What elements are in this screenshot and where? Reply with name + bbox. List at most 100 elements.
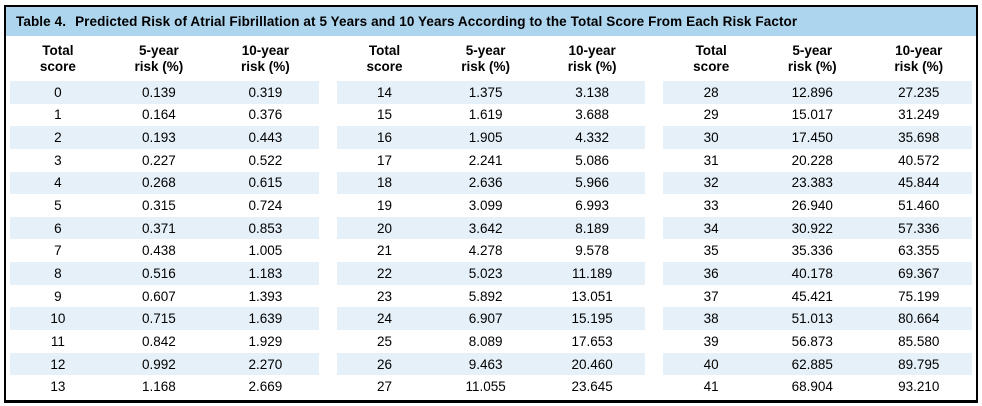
total-score-cell: 8	[54, 265, 62, 281]
total-score-cell: 4	[54, 175, 62, 191]
total-score-cell: 36	[703, 265, 719, 281]
risk-10yr-cell: 57.336	[898, 220, 940, 236]
total-score-cell: 15	[377, 107, 393, 123]
total-score-cell: 37	[703, 288, 719, 304]
risk-5yr-cell: 1.905	[468, 130, 503, 146]
total-score-cell: 10	[50, 311, 66, 327]
risk-10yr-cell: 0.319	[248, 84, 283, 100]
risk-10yr-cell: 0.443	[248, 130, 283, 146]
risk-table-group-2: Total score 5-year risk (%) 10-year risk…	[336, 36, 646, 398]
risk-10yr-cell: 1.183	[248, 265, 283, 281]
total-score-cell: 28	[703, 84, 719, 100]
risk-10yr-cell: 35.698	[898, 130, 940, 146]
risk-10yr-cell: 17.653	[571, 333, 613, 349]
header-total-score: Total score	[39, 43, 76, 74]
column-header-row: Total score 5-year risk (%) 10-year risk…	[337, 36, 646, 81]
table-rows-group-1: 0 0.139 0.319 1 0.164 0.376 2 0.193 0.44…	[10, 81, 319, 398]
risk-5yr-cell: 3.099	[468, 198, 503, 214]
table-row: 38 51.013 80.664	[663, 307, 973, 331]
risk-10yr-cell: 2.669	[248, 379, 283, 395]
total-score-cell: 33	[703, 198, 719, 214]
header-5-year-risk: 5-year risk (%)	[461, 43, 510, 74]
risk-10yr-cell: 27.235	[898, 84, 940, 100]
risk-5yr-cell: 17.450	[791, 130, 833, 146]
risk-10yr-cell: 0.853	[248, 220, 283, 236]
total-score-cell: 24	[377, 311, 393, 327]
total-score-cell: 35	[703, 243, 719, 259]
table-row: 36 40.178 69.367	[663, 262, 973, 285]
table-row: 40 62.885 89.795	[663, 352, 973, 376]
risk-10yr-cell: 1.929	[248, 333, 283, 349]
risk-10yr-cell: 85.580	[898, 333, 940, 349]
risk-10yr-cell: 5.086	[575, 152, 609, 168]
total-score-cell: 16	[377, 130, 393, 146]
risk-5yr-cell: 0.438	[142, 243, 176, 259]
header-5-year-risk: 5-year risk (%)	[787, 43, 837, 74]
table-row: 8 0.516 1.183	[10, 262, 319, 285]
risk-10yr-cell: 1.005	[248, 243, 283, 259]
total-score-cell: 3	[54, 152, 62, 168]
total-score-cell: 38	[703, 311, 719, 327]
total-score-cell: 39	[703, 333, 719, 349]
header-10-year-risk: 10-year risk (%)	[567, 43, 617, 74]
risk-10yr-cell: 63.355	[898, 243, 940, 259]
risk-10yr-cell: 3.138	[575, 84, 609, 100]
risk-5yr-cell: 62.885	[791, 356, 833, 372]
total-score-cell: 31	[703, 152, 719, 168]
total-score-cell: 17	[377, 152, 393, 168]
risk-5yr-cell: 0.842	[142, 333, 176, 349]
risk-5yr-cell: 30.922	[791, 220, 833, 236]
risk-10yr-cell: 23.645	[571, 379, 613, 395]
risk-5yr-cell: 68.904	[791, 379, 833, 395]
table-row: 12 0.992 2.270	[10, 352, 319, 376]
table-row: 19 3.099 6.993	[337, 194, 646, 217]
table-rows-group-3: 28 12.896 27.235 29 15.017 31.249 30 17.…	[663, 81, 973, 398]
risk-10yr-cell: 9.578	[575, 243, 609, 259]
risk-5yr-cell: 35.336	[791, 243, 833, 259]
total-score-cell: 12	[50, 356, 66, 372]
header-10-year-risk: 10-year risk (%)	[894, 43, 944, 74]
risk-10yr-cell: 0.615	[248, 175, 283, 191]
risk-5yr-cell: 6.907	[468, 311, 503, 327]
risk-10yr-cell: 93.210	[898, 379, 940, 395]
risk-10yr-cell: 6.993	[575, 198, 609, 214]
total-score-cell: 6	[54, 220, 62, 236]
table-row: 17 2.241 5.086	[337, 149, 646, 172]
risk-5yr-cell: 0.992	[142, 356, 176, 372]
table-row: 25 8.089 17.653	[337, 330, 646, 353]
header-total-score: Total score	[366, 43, 403, 74]
risk-5yr-cell: 45.421	[791, 288, 833, 304]
risk-10yr-cell: 80.664	[898, 311, 940, 327]
total-score-cell: 19	[377, 198, 393, 214]
total-score-cell: 34	[703, 220, 719, 236]
table-row: 16 1.905 4.332	[336, 126, 646, 149]
risk-10yr-cell: 45.844	[898, 175, 940, 191]
total-score-cell: 18	[377, 175, 393, 191]
table-row: 28 12.896 27.235	[663, 81, 973, 104]
table-frame: Table 4. Predicted Risk of Atrial Fibril…	[4, 5, 978, 403]
risk-5yr-cell: 0.164	[142, 107, 176, 123]
risk-5yr-cell: 2.241	[468, 152, 503, 168]
risk-10yr-cell: 8.189	[575, 220, 609, 236]
total-score-cell: 0	[54, 84, 62, 100]
risk-5yr-cell: 0.371	[142, 220, 176, 236]
table-title-bar: Table 4. Predicted Risk of Atrial Fibril…	[6, 7, 976, 36]
risk-5yr-cell: 15.017	[791, 107, 833, 123]
risk-5yr-cell: 20.228	[791, 152, 833, 168]
table-title: Predicted Risk of Atrial Fibrillation at…	[75, 14, 798, 29]
risk-5yr-cell: 12.896	[791, 84, 833, 100]
total-score-cell: 13	[50, 379, 66, 395]
column-header-row: Total score 5-year risk (%) 10-year risk…	[10, 36, 319, 81]
risk-10yr-cell: 75.199	[898, 288, 940, 304]
table-row: 34 30.922 57.336	[663, 216, 973, 240]
table-row: 6 0.371 0.853	[10, 216, 319, 240]
table-row: 7 0.438 1.005	[10, 239, 319, 262]
table-row: 35 35.336 63.355	[663, 239, 972, 262]
total-score-cell: 32	[703, 175, 719, 191]
total-score-cell: 11	[50, 333, 65, 349]
risk-10yr-cell: 69.367	[898, 265, 940, 281]
risk-5yr-cell: 56.873	[791, 333, 833, 349]
risk-5yr-cell: 51.013	[791, 311, 833, 327]
risk-5yr-cell: 1.619	[468, 107, 503, 123]
risk-5yr-cell: 5.892	[468, 288, 503, 304]
